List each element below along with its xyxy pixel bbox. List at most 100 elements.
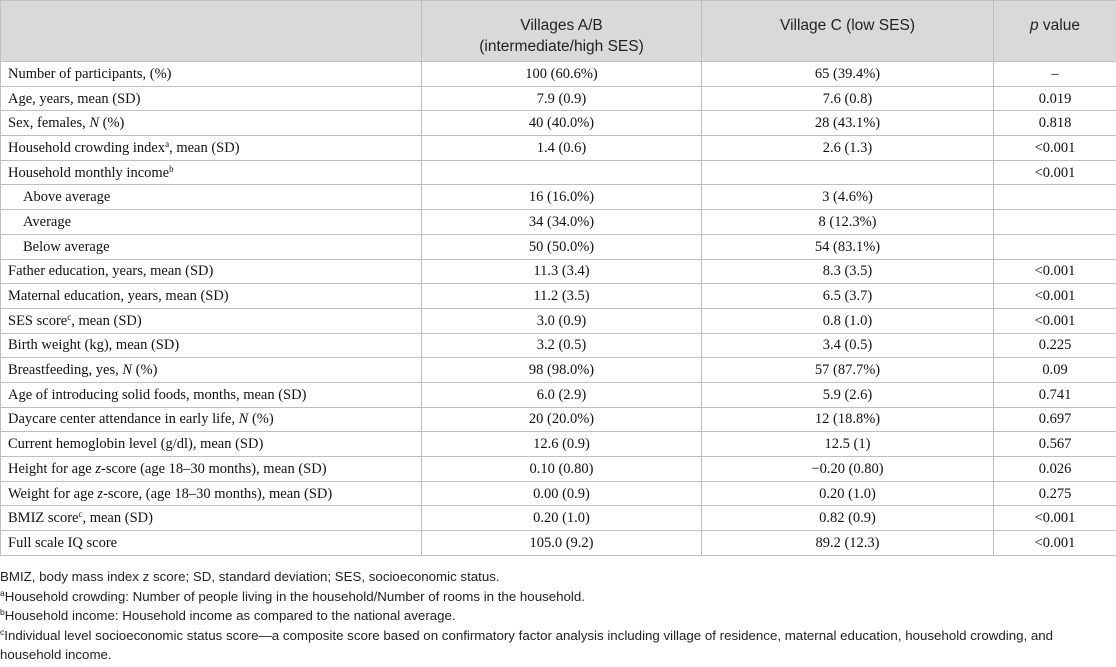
villages-ab-value: 100 (60.6%) [421,61,702,87]
row-label: Height for age z-score (age 18–30 months… [0,456,422,482]
village-c-value: 0.20 (1.0) [701,480,994,507]
row-label-text: Household monthly income [8,164,170,181]
table-row: Household monthly incomeb <0.001 [0,159,1116,186]
village-c-value: 0.82 (0.9) [701,505,994,532]
p-value: 0.275 [993,480,1116,507]
row-label-text: Above average [23,189,111,206]
row-label-text: Breastfeeding, yes, [8,362,123,379]
table-row: Age, years, mean (SD) 7.9 (0.9) 7.6 (0.8) 0… [0,85,1116,112]
villages-ab-value: 11.3 (3.4) [421,258,702,285]
row-label-italic: z [97,485,104,502]
village-c-value: 12.5 (1) [701,431,994,457]
villages-ab-value: 3.0 (0.9) [421,307,702,334]
row-label: Daycare center attendance in early life,… [0,406,422,433]
row-label-italic: z [95,460,102,477]
row-label-suffix: , mean (SD) [82,510,153,527]
p-value: 0.026 [993,456,1116,482]
row-label-text: Birth weight (kg), mean (SD) [8,337,180,354]
footnote-c: cIndividual level socioeconomic status s… [0,626,1116,665]
row-label-italic: N [89,115,100,132]
row-label: Number of participants, (%) [0,61,422,87]
row-label-suffix: , mean (SD) [71,312,142,329]
table-row: Above average 16 (16.0%) 3 (4.6%) [0,184,1116,211]
p-value: <0.001 [993,159,1116,186]
table-row: Current hemoglobin level (g/dl), mean (S… [0,431,1116,457]
village-c-value: 65 (39.4%) [701,61,994,87]
table-row: Full scale IQ score 105.0 (9.2) 89.2 (12.3… [0,530,1116,556]
p-value: 0.818 [993,110,1116,137]
village-c-value: 2.6 (1.3) [701,135,994,161]
table-row: Breastfeeding, yes, N (%) 98 (98.0%) 57 (8… [0,357,1116,383]
villages-ab-value [421,159,702,186]
row-label-text: Maternal education, years, mean (SD) [8,288,229,305]
row-label-text: SES score [8,312,68,329]
p-value [993,233,1116,260]
villages-ab-value: 20 (20.0%) [421,406,702,433]
row-label-text: Current hemoglobin level (g/dl), mean (S… [8,436,264,453]
row-label-text: Weight for age [8,485,98,502]
village-c-value: 8.3 (3.5) [701,258,994,285]
row-label: Age of introducing solid foods, months, … [0,381,422,408]
p-value: <0.001 [993,505,1116,532]
villages-ab-value: 16 (16.0%) [421,184,702,211]
row-label-text: Father education, years, mean (SD) [8,263,214,280]
header-village-c: Village C (low SES) [701,0,994,62]
footnote-c-text: Individual level socioeconomic status sc… [0,627,1054,663]
footnote-b-text: Household income: Household income as co… [4,608,456,623]
villages-ab-value: 40 (40.0%) [421,110,702,137]
row-label: Age, years, mean (SD) [0,85,422,112]
villages-ab-value: 12.6 (0.9) [421,431,702,457]
header-empty-cell [0,0,422,62]
table-row: Weight for age z-score, (age 18–30 month… [0,480,1116,507]
village-c-value: 57 (87.7%) [701,357,994,383]
village-c-value: 0.8 (1.0) [701,307,994,334]
villages-ab-value: 1.4 (0.6) [421,135,702,161]
row-label: Average [0,209,422,235]
villages-ab-value: 50 (50.0%) [421,233,702,260]
row-label-text: Daycare center attendance in early life, [8,411,239,428]
row-label: BMIZ scorec, mean (SD) [0,505,422,532]
p-value: 0.019 [993,85,1116,112]
header-villages-ab: Villages A/B (intermediate/high SES) [421,0,702,62]
row-label-text: Age, years, mean (SD) [8,90,141,107]
row-label-suffix: (%) [248,411,274,428]
row-label-text: Number of participants, (%) [8,65,172,82]
villages-ab-value: 105.0 (9.2) [421,530,702,556]
row-label: Full scale IQ score [0,530,422,556]
table-row: BMIZ scorec, mean (SD) 0.20 (1.0) 0.82 (0.… [0,505,1116,532]
row-label-italic: N [122,362,133,379]
header-villages-ab-line2: (intermediate/high SES) [479,38,644,55]
row-label: Below average [0,233,422,260]
table-row: Daycare center attendance in early life,… [0,406,1116,433]
village-c-value: 5.9 (2.6) [701,381,994,408]
p-value: 0.697 [993,406,1116,433]
table-body: Number of participants, (%) 100 (60.6%) 65… [0,61,1116,556]
row-label: Weight for age z-score, (age 18–30 month… [0,480,422,507]
row-label-suffix: -score, (age 18–30 months), mean (SD) [103,485,333,502]
row-label-suffix: (%) [132,362,158,379]
p-value: 0.09 [993,357,1116,383]
row-label-suffix: , mean (SD) [169,139,240,156]
p-value: <0.001 [993,135,1116,161]
row-label-text: Sex, females, [8,115,90,132]
row-label-text: Household crowding index [8,139,166,156]
row-label: Household crowding indexa, mean (SD) [0,135,422,161]
header-villages-ab-line1: Villages A/B [520,17,603,34]
table-row: SES scorec, mean (SD) 3.0 (0.9) 0.8 (1.0) <… [0,307,1116,334]
villages-ab-value: 6.0 (2.9) [421,381,702,408]
p-value [993,184,1116,211]
p-value [993,209,1116,235]
village-c-value: 89.2 (12.3) [701,530,994,556]
village-c-value: 7.6 (0.8) [701,85,994,112]
footnote-c-mark: c [0,626,5,637]
p-value: <0.001 [993,307,1116,334]
table-row: Maternal education, years, mean (SD) 11.2… [0,283,1116,309]
village-c-value: 12 (18.8%) [701,406,994,433]
table-header-row: Villages A/B (intermediate/high SES) Vill… [0,0,1116,62]
row-label-italic: N [238,411,249,428]
p-value: <0.001 [993,530,1116,556]
header-p-value: p value [993,0,1116,62]
row-label: Birth weight (kg), mean (SD) [0,332,422,359]
table-row: Below average 50 (50.0%) 54 (83.1%) [0,233,1116,260]
row-label-suffix: (%) [99,115,125,132]
